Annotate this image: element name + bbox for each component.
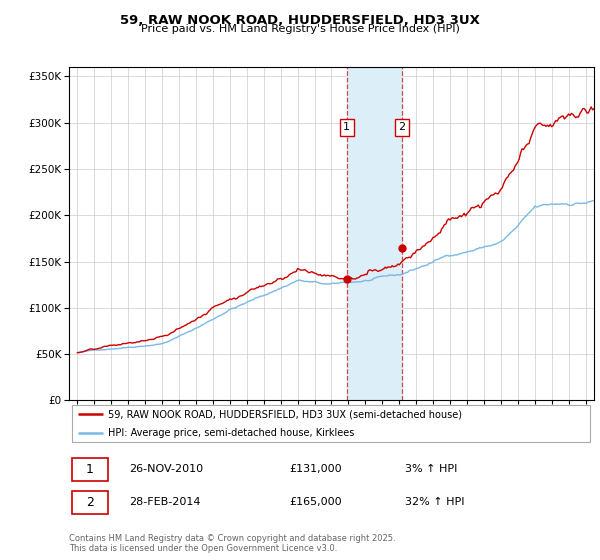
FancyBboxPatch shape — [71, 491, 109, 514]
Text: 2: 2 — [86, 496, 94, 509]
Text: 26-NOV-2010: 26-NOV-2010 — [130, 464, 203, 474]
FancyBboxPatch shape — [71, 405, 590, 442]
Text: 2: 2 — [398, 122, 406, 132]
Text: HPI: Average price, semi-detached house, Kirklees: HPI: Average price, semi-detached house,… — [109, 428, 355, 437]
Text: 3% ↑ HPI: 3% ↑ HPI — [405, 464, 457, 474]
Text: 1: 1 — [86, 463, 94, 475]
Text: 59, RAW NOOK ROAD, HUDDERSFIELD, HD3 3UX: 59, RAW NOOK ROAD, HUDDERSFIELD, HD3 3UX — [120, 14, 480, 27]
Text: Contains HM Land Registry data © Crown copyright and database right 2025.
This d: Contains HM Land Registry data © Crown c… — [69, 534, 395, 553]
Text: Price paid vs. HM Land Registry's House Price Index (HPI): Price paid vs. HM Land Registry's House … — [140, 24, 460, 34]
Text: 1: 1 — [343, 122, 350, 132]
Text: 59, RAW NOOK ROAD, HUDDERSFIELD, HD3 3UX (semi-detached house): 59, RAW NOOK ROAD, HUDDERSFIELD, HD3 3UX… — [109, 409, 463, 419]
FancyBboxPatch shape — [71, 458, 109, 480]
Bar — [347, 67, 402, 400]
Text: 28-FEB-2014: 28-FEB-2014 — [130, 497, 201, 507]
Text: £165,000: £165,000 — [290, 497, 342, 507]
Text: 32% ↑ HPI: 32% ↑ HPI — [405, 497, 464, 507]
Text: £131,000: £131,000 — [290, 464, 342, 474]
